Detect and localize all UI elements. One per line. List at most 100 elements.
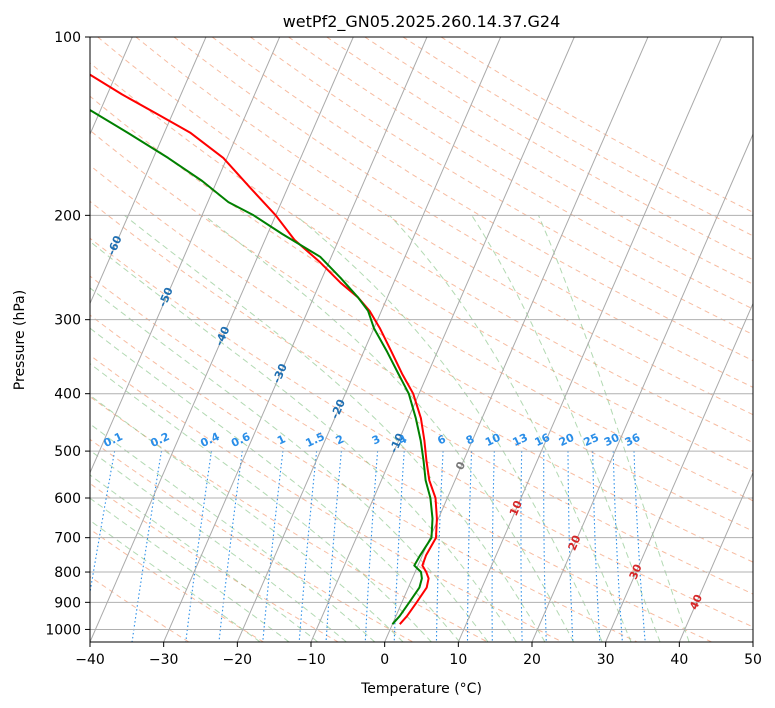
x-tick-label: 40 xyxy=(670,652,688,668)
y-tick-label: 800 xyxy=(54,565,81,581)
y-tick-label: 1000 xyxy=(45,622,81,638)
mixing-ratio-line xyxy=(567,451,574,642)
moist-adiabat-line xyxy=(90,394,404,642)
x-tick-label: −30 xyxy=(149,652,179,668)
dry-adiabat-line xyxy=(135,37,753,416)
dry-adiabat-line xyxy=(211,37,753,362)
y-tick-label: 300 xyxy=(54,313,81,329)
moist-adiabat-line xyxy=(471,215,661,642)
dry-adiabat-line xyxy=(90,314,638,642)
y-tick-label: 200 xyxy=(54,208,81,224)
dry-adiabat-line xyxy=(90,200,753,595)
x-tick-label: 20 xyxy=(523,652,541,668)
isotherm-line xyxy=(0,37,59,642)
dry-adiabat-line xyxy=(97,37,753,444)
dry-adiabat-line xyxy=(90,237,753,628)
moist-adiabat-line xyxy=(203,214,575,642)
y-tick-label: 100 xyxy=(54,30,81,46)
moist-adiabat-line xyxy=(90,423,376,642)
y-tick-label: 700 xyxy=(54,531,81,547)
dry-adiabat-line xyxy=(90,129,753,532)
isotherm-label: -20 xyxy=(328,397,348,421)
mixing-ratio-line xyxy=(131,451,163,642)
isotherm-label: 30 xyxy=(627,562,645,582)
isotherm-line xyxy=(752,640,753,642)
y-tick-label: 600 xyxy=(54,491,81,507)
dry-adiabat-line xyxy=(90,575,190,642)
x-axis-label: Temperature (°C) xyxy=(360,681,482,697)
isotherm-label: -40 xyxy=(213,324,233,348)
isotherm-line xyxy=(90,37,354,642)
y-tick-label: 500 xyxy=(54,444,81,460)
y-axis-label: Pressure (hPa) xyxy=(12,290,28,390)
temperature-profile-line xyxy=(90,73,438,625)
isotherm-label: -50 xyxy=(156,285,176,309)
series-layer xyxy=(90,73,438,625)
isotherm-label: -30 xyxy=(270,361,290,385)
mixing-ratio-line xyxy=(325,451,342,642)
isotherm-line xyxy=(236,37,502,642)
moist-adiabat-line xyxy=(90,497,290,642)
isotherm-line xyxy=(457,37,723,642)
mixing-ratio-label: 0.4 xyxy=(198,430,221,450)
mixing-ratio-label: 0.2 xyxy=(148,430,171,450)
mixing-ratio-line xyxy=(466,451,473,642)
dry-adiabat-line xyxy=(90,275,712,642)
y-axis: 100 200 300 400 500 600 700 800 900 1000 xyxy=(45,30,90,638)
mixing-ratio-line xyxy=(393,451,405,642)
dry-adiabat-line xyxy=(90,396,488,642)
isotherm-line xyxy=(90,37,281,474)
dry-adiabat-line xyxy=(90,482,339,642)
mixing-ratio-label: 10 xyxy=(483,431,503,449)
mixing-ratio-line xyxy=(592,451,601,642)
moist-adiabat-line xyxy=(124,214,546,642)
dry-adiabat-line xyxy=(250,37,753,336)
isotherm-label: -60 xyxy=(105,233,125,257)
grid-layer xyxy=(0,37,753,642)
x-tick-label: −10 xyxy=(296,652,326,668)
mixing-ratio-label: 25 xyxy=(582,431,601,449)
x-tick-label: 0 xyxy=(380,652,389,668)
y-tick-label: 400 xyxy=(54,387,81,403)
isotherm-line xyxy=(90,37,207,305)
mixing-ratio-label: 1 xyxy=(275,432,287,447)
mixing-ratio-line xyxy=(298,451,318,642)
mixing-ratio-line xyxy=(364,451,379,642)
mixing-ratio-label: 30 xyxy=(602,431,622,449)
chart-title: wetPf2_GN05.2025.260.14.37.G24 xyxy=(283,12,561,32)
dry-adiabat-line xyxy=(90,62,753,472)
dry-adiabat-line xyxy=(90,95,753,502)
isotherm-line xyxy=(310,37,575,642)
isotherm-line xyxy=(163,37,428,642)
isotherm-label: -70 xyxy=(51,187,71,211)
moist-adiabat-line xyxy=(90,327,461,642)
mixing-ratio-line xyxy=(491,451,495,642)
dry-adiabat-line xyxy=(326,37,753,285)
moist-adiabat-line xyxy=(389,214,632,642)
moist-adiabat-line xyxy=(90,474,319,642)
mixing-ratio-line xyxy=(633,451,646,642)
isotherm-line xyxy=(605,302,753,642)
x-tick-label: 30 xyxy=(597,652,615,668)
mixing-ratio-line xyxy=(262,451,284,642)
dry-adiabat-line xyxy=(288,37,753,310)
isotherm-label: 0 xyxy=(453,459,468,472)
dewpoint-profile-line xyxy=(90,108,434,625)
x-tick-label: −20 xyxy=(223,652,253,668)
label-layer: -100-90-80-70-60-50-40-30-20-10010203040… xyxy=(51,187,706,611)
moist-adiabat-line xyxy=(90,519,261,642)
isotherm-label: 20 xyxy=(566,533,584,553)
mixing-ratio-label: 2 xyxy=(334,432,346,447)
x-tick-label: −40 xyxy=(75,652,105,668)
isotherm-line xyxy=(678,471,753,642)
mixing-ratio-label: 36 xyxy=(623,431,643,449)
x-tick-label: 10 xyxy=(449,652,467,668)
mixing-ratio-line xyxy=(520,451,523,642)
isotherm-label: 10 xyxy=(507,498,525,518)
mixing-ratio-line xyxy=(612,451,623,642)
dry-adiabat-line xyxy=(90,354,563,642)
mixing-ratio-label: 1.5 xyxy=(304,430,327,450)
plot-frame xyxy=(89,36,754,643)
moist-adiabat-line xyxy=(538,215,690,642)
moist-adiabat-line xyxy=(90,362,432,642)
